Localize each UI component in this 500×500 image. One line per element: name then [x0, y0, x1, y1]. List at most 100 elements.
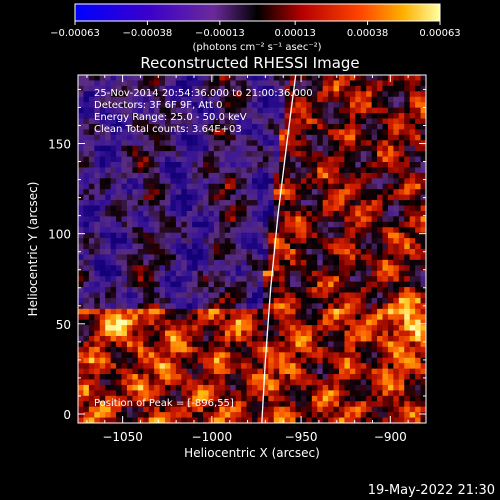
- heatmap-cell: [197, 232, 204, 239]
- heatmap-cell: [268, 379, 275, 386]
- heatmap-cell: [105, 85, 112, 92]
- heatmap-cell: [333, 134, 340, 141]
- heatmap-cell: [349, 129, 356, 136]
- heatmap-cell: [170, 368, 177, 375]
- heatmap-cell: [181, 151, 188, 157]
- heatmap-cell: [366, 319, 373, 326]
- heatmap-cell: [170, 303, 177, 310]
- heatmap-cell: [224, 162, 231, 168]
- heatmap-cell: [279, 75, 286, 81]
- heatmap-cell: [284, 281, 291, 288]
- heatmap-cell: [284, 254, 291, 261]
- heatmap-cell: [360, 276, 367, 283]
- heatmap-cell: [252, 123, 258, 130]
- heatmap-cell: [322, 352, 329, 359]
- heatmap-cell: [235, 412, 242, 418]
- heatmap-cell: [355, 123, 362, 130]
- heatmap-cell: [219, 145, 226, 152]
- heatmap-cell: [154, 96, 160, 103]
- heatmap-cell: [116, 221, 122, 228]
- heatmap-cell: [159, 216, 166, 223]
- heatmap-cell: [186, 167, 193, 174]
- heatmap-cell: [262, 227, 269, 234]
- heatmap-cell: [393, 319, 400, 326]
- heatmap-cell: [279, 145, 286, 152]
- heatmap-cell: [415, 363, 421, 370]
- heatmap-cell: [148, 167, 155, 174]
- heatmap-cell: [116, 210, 122, 217]
- heatmap-cell: [306, 417, 313, 423]
- heatmap-cell: [387, 113, 394, 119]
- heatmap-cell: [137, 308, 144, 315]
- heatmap-cell: [94, 336, 101, 342]
- heatmap-cell: [393, 303, 400, 310]
- heatmap-cell: [203, 297, 209, 304]
- heatmap-cell: [382, 145, 389, 152]
- heatmap-cell: [224, 368, 231, 375]
- heatmap-cell: [328, 270, 334, 277]
- heatmap-cell: [181, 292, 188, 299]
- heatmap-cell: [252, 287, 258, 293]
- heatmap-cell: [290, 308, 296, 315]
- heatmap-cell: [268, 145, 275, 152]
- heatmap-cell: [306, 379, 313, 386]
- heatmap-cell: [148, 276, 155, 283]
- heatmap-cell: [398, 156, 405, 163]
- heatmap-cell: [344, 406, 351, 413]
- heatmap-cell: [377, 216, 383, 223]
- heatmap-cell: [213, 384, 220, 391]
- heatmap-cell: [268, 292, 275, 299]
- heatmap-cell: [241, 308, 247, 315]
- heatmap-cell: [355, 249, 362, 255]
- heatmap-cell: [203, 363, 209, 370]
- heatmap-cell: [219, 384, 226, 391]
- heatmap-cell: [404, 287, 411, 293]
- heatmap-cell: [110, 319, 117, 326]
- heatmap-cell: [398, 91, 405, 98]
- heatmap-cell: [377, 254, 383, 261]
- heatmap-cell: [349, 368, 356, 375]
- heatmap-cell: [83, 243, 90, 250]
- heatmap-cell: [355, 216, 362, 223]
- heatmap-cell: [257, 194, 264, 201]
- heatmap-cell: [415, 96, 421, 103]
- x-tick-label: −950: [285, 430, 318, 444]
- heatmap-cell: [284, 406, 291, 413]
- heatmap-cell: [116, 85, 122, 92]
- heatmap-cell: [349, 189, 356, 196]
- heatmap-cell: [99, 102, 106, 109]
- heatmap-cell: [284, 183, 291, 190]
- heatmap-cell: [295, 297, 302, 304]
- heatmap-cell: [415, 200, 421, 206]
- heatmap-cell: [192, 374, 199, 380]
- heatmap-cell: [170, 374, 177, 380]
- heatmap-cell: [355, 314, 362, 321]
- heatmap-cell: [230, 265, 237, 272]
- heatmap-cell: [126, 319, 133, 326]
- heatmap-cell: [268, 91, 275, 98]
- heatmap-cell: [116, 243, 122, 250]
- heatmap-cell: [78, 417, 84, 423]
- heatmap-cell: [279, 243, 286, 250]
- heatmap-cell: [159, 379, 166, 386]
- heatmap-cell: [241, 205, 247, 212]
- heatmap-cell: [110, 249, 117, 255]
- heatmap-cell: [311, 75, 318, 81]
- heatmap-cell: [284, 140, 291, 147]
- heatmap-cell: [300, 265, 307, 272]
- heatmap-cell: [371, 287, 378, 293]
- heatmap-cell: [105, 200, 112, 206]
- heatmap-cell: [99, 238, 106, 244]
- heatmap-cell: [333, 412, 340, 418]
- heatmap-cell: [360, 145, 367, 152]
- heatmap-cell: [344, 292, 351, 299]
- heatmap-cell: [300, 401, 307, 408]
- heatmap-cell: [235, 134, 242, 141]
- heatmap-cell: [219, 417, 226, 423]
- heatmap-cell: [360, 406, 367, 413]
- heatmap-cell: [339, 412, 345, 418]
- heatmap-cell: [83, 406, 90, 413]
- heatmap-cell: [252, 75, 258, 81]
- heatmap-cell: [290, 254, 296, 261]
- heatmap-cell: [137, 118, 144, 125]
